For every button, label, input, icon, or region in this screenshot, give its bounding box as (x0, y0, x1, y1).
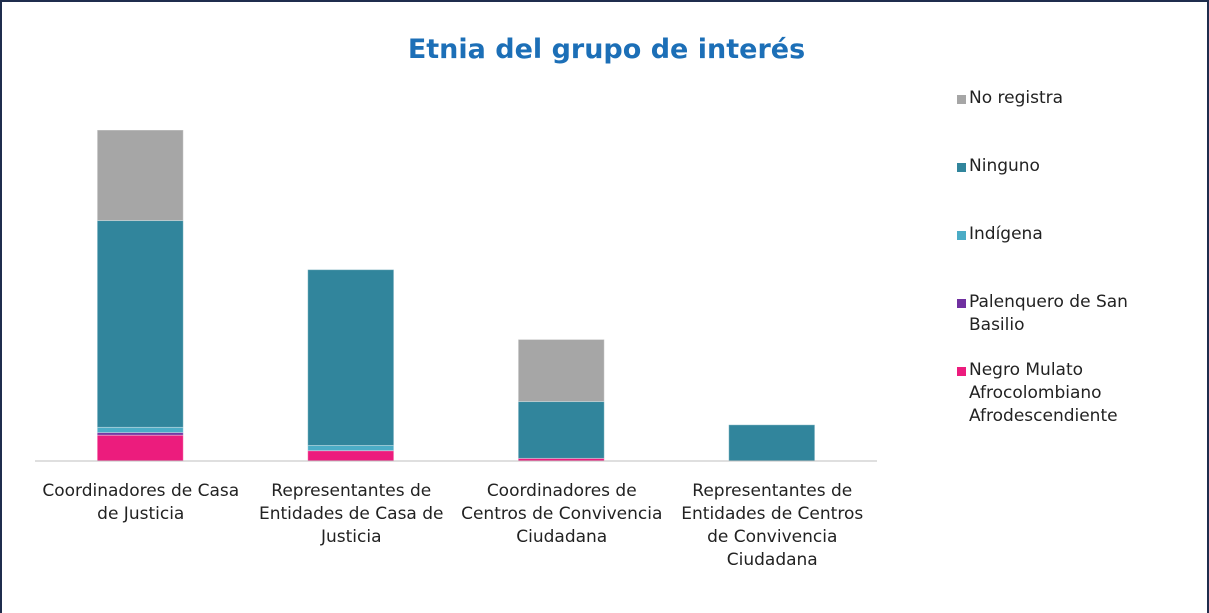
bar-segment (96, 129, 184, 222)
chart-title: Etnia del grupo de interés (407, 34, 806, 65)
bar-segment (96, 434, 184, 462)
bar-segment (96, 220, 184, 428)
legend-label: Negro Mulato Afrocolombiano Afrodescendi… (969, 360, 1118, 426)
legend-label: Palenquero de San Basilio (969, 292, 1128, 335)
bar-segment (307, 444, 395, 452)
legend-item: Negro Mulato Afrocolombiano Afrodescendi… (957, 359, 1187, 428)
legend-swatch (957, 231, 966, 240)
legend-swatch (957, 367, 966, 376)
legend-label: Ninguno (969, 156, 1040, 176)
legend-label: Indígena (969, 224, 1043, 244)
bar-segment (517, 338, 605, 403)
legend-item: No registra (957, 87, 1187, 110)
x-tick-label: Coordinadores de Centros de Convivencia … (461, 481, 663, 547)
legend-item: Indígena (957, 223, 1187, 246)
legend-swatch (957, 299, 966, 308)
bar-segment (307, 450, 395, 462)
legend-item: Ninguno (957, 155, 1187, 178)
bar-segment (96, 426, 184, 434)
legend-label: No registra (969, 88, 1064, 108)
legend-swatch (957, 163, 966, 172)
x-tick-label: Representantes de Entidades de Casa de J… (259, 481, 444, 547)
bar-segment (307, 269, 395, 446)
legend-item: Palenquero de San Basilio (957, 291, 1187, 337)
bar-segment (728, 424, 816, 462)
x-tick-label: Representantes de Entidades de Centros d… (681, 481, 864, 570)
x-tick-label: Coordinadores de Casa de Justicia (42, 481, 240, 524)
bar-segment (517, 401, 605, 459)
legend-swatch (957, 95, 966, 104)
